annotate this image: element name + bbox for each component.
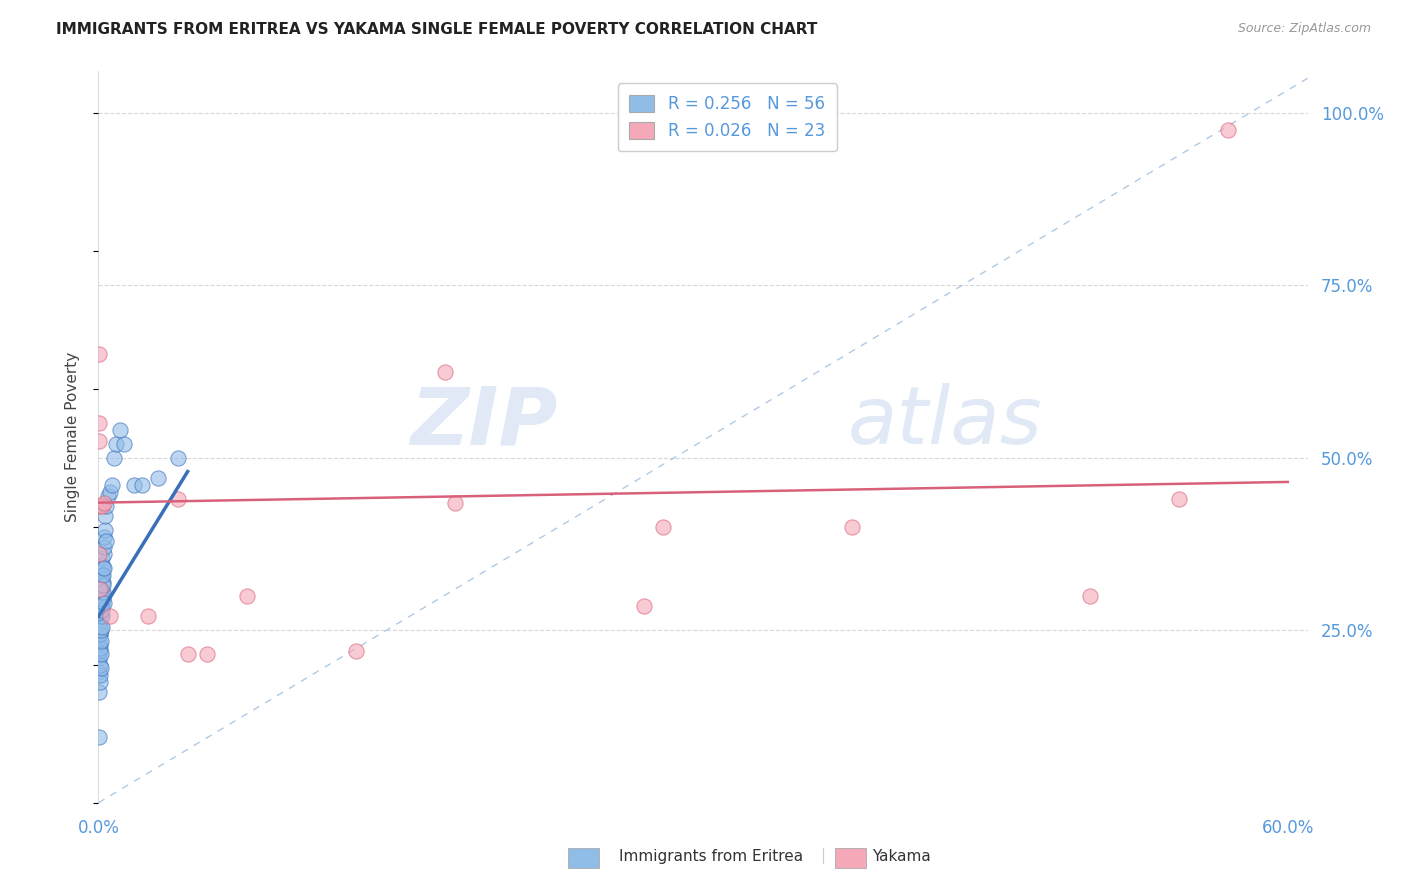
Point bbox=[89, 657, 111, 672]
Text: atlas: atlas bbox=[848, 384, 1043, 461]
Point bbox=[89, 548, 111, 562]
Point bbox=[87, 347, 110, 361]
Point bbox=[166, 492, 188, 507]
Point bbox=[89, 675, 111, 690]
Point bbox=[93, 530, 115, 544]
Point bbox=[89, 582, 111, 596]
Point bbox=[93, 585, 115, 599]
Point bbox=[97, 489, 120, 503]
Point bbox=[652, 520, 675, 534]
Point bbox=[90, 599, 112, 614]
Point bbox=[87, 685, 110, 699]
Point bbox=[87, 434, 110, 448]
Point bbox=[89, 644, 111, 658]
Point bbox=[93, 561, 115, 575]
Point bbox=[90, 609, 112, 624]
Point bbox=[89, 626, 111, 640]
Point bbox=[96, 499, 118, 513]
Point bbox=[101, 478, 124, 492]
Point bbox=[87, 731, 110, 745]
Point bbox=[98, 485, 121, 500]
Point bbox=[112, 437, 135, 451]
Point bbox=[91, 499, 114, 513]
Point bbox=[89, 606, 111, 620]
Point bbox=[91, 620, 114, 634]
Point bbox=[91, 574, 114, 589]
Text: Source: ZipAtlas.com: Source: ZipAtlas.com bbox=[1237, 22, 1371, 36]
Point bbox=[166, 450, 188, 465]
Point bbox=[93, 548, 115, 562]
Point bbox=[89, 668, 111, 682]
Point bbox=[91, 592, 114, 607]
Point bbox=[122, 478, 145, 492]
Point bbox=[93, 541, 115, 555]
Text: ZIP: ZIP bbox=[411, 384, 558, 461]
Text: Immigrants from Eritrea: Immigrants from Eritrea bbox=[619, 849, 803, 863]
Point bbox=[93, 568, 115, 582]
Point bbox=[444, 495, 467, 509]
Point bbox=[94, 523, 117, 537]
Point bbox=[90, 589, 112, 603]
Point bbox=[90, 648, 112, 662]
Point bbox=[841, 520, 863, 534]
Point bbox=[90, 596, 112, 610]
Point bbox=[89, 651, 111, 665]
Point bbox=[90, 661, 112, 675]
Point bbox=[93, 495, 115, 509]
Point bbox=[633, 599, 655, 614]
Point bbox=[344, 644, 367, 658]
Point bbox=[90, 609, 112, 624]
Point bbox=[1078, 589, 1101, 603]
Point bbox=[90, 633, 112, 648]
Point bbox=[87, 417, 110, 431]
Point bbox=[91, 561, 114, 575]
Point bbox=[90, 624, 112, 638]
Point bbox=[103, 450, 125, 465]
Point bbox=[1218, 123, 1240, 137]
Point bbox=[105, 437, 128, 451]
Point bbox=[98, 609, 121, 624]
Point bbox=[93, 596, 115, 610]
Point bbox=[89, 626, 111, 640]
Point bbox=[91, 568, 114, 582]
Point bbox=[176, 648, 198, 662]
Point bbox=[91, 558, 114, 572]
Text: Yakama: Yakama bbox=[872, 849, 931, 863]
Text: IMMIGRANTS FROM ERITREA VS YAKAMA SINGLE FEMALE POVERTY CORRELATION CHART: IMMIGRANTS FROM ERITREA VS YAKAMA SINGLE… bbox=[56, 22, 818, 37]
Point bbox=[197, 648, 219, 662]
Point bbox=[1167, 492, 1189, 507]
Point bbox=[89, 616, 111, 631]
Point bbox=[87, 499, 110, 513]
Point bbox=[94, 509, 117, 524]
Point bbox=[91, 550, 114, 565]
Point bbox=[89, 665, 111, 679]
Point bbox=[131, 478, 153, 492]
Text: |: | bbox=[820, 848, 825, 864]
Point bbox=[90, 582, 112, 596]
Point bbox=[89, 637, 111, 651]
Point bbox=[146, 471, 169, 485]
Point bbox=[96, 533, 118, 548]
Point bbox=[91, 602, 114, 616]
Point bbox=[93, 578, 115, 592]
Y-axis label: Single Female Poverty: Single Female Poverty bbox=[65, 352, 80, 522]
Point bbox=[434, 365, 457, 379]
Point bbox=[91, 585, 114, 599]
Point bbox=[236, 589, 259, 603]
Legend: R = 0.256   N = 56, R = 0.026   N = 23: R = 0.256 N = 56, R = 0.026 N = 23 bbox=[617, 83, 837, 152]
Point bbox=[89, 640, 111, 655]
Point bbox=[110, 423, 132, 437]
Point bbox=[136, 609, 159, 624]
